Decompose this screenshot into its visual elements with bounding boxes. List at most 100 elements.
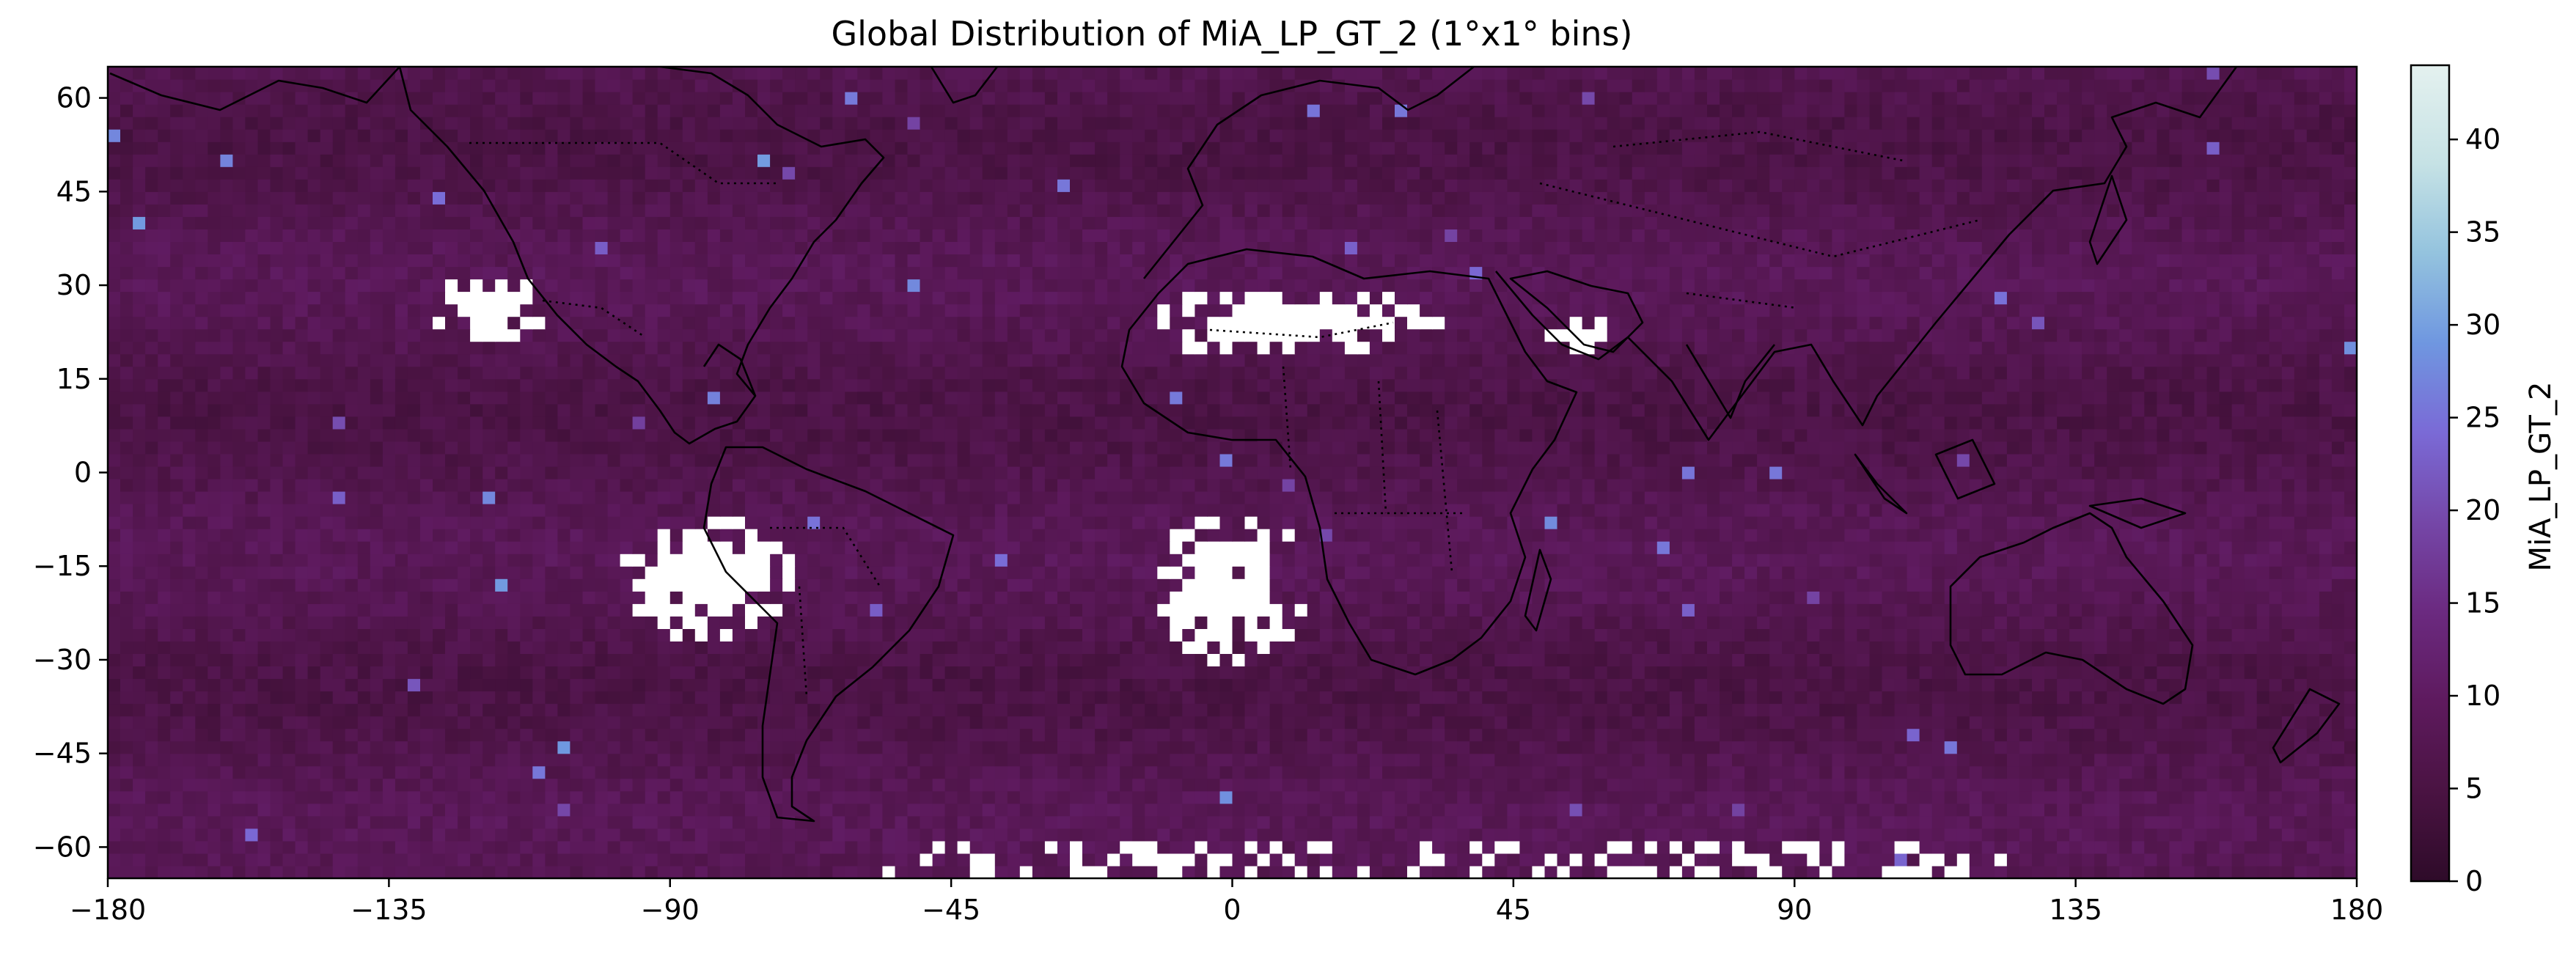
heatmap-cell [1544, 678, 1558, 692]
heatmap-cell [1857, 765, 1870, 779]
heatmap-cell [2144, 740, 2157, 754]
heatmap-cell [2181, 803, 2195, 817]
heatmap-cell [2144, 566, 2157, 579]
heatmap-cell [470, 740, 483, 754]
heatmap-cell [108, 641, 121, 654]
heatmap-cell [2069, 790, 2083, 804]
heatmap-cell [1082, 853, 1096, 867]
heatmap-cell [1720, 790, 1733, 804]
heatmap-cell [195, 653, 208, 666]
heatmap-cell [907, 790, 921, 804]
heatmap-cell [195, 566, 208, 579]
heatmap-cell [1907, 753, 1920, 767]
heatmap-cell [882, 815, 895, 829]
heatmap-cell [357, 703, 371, 717]
heatmap-cell [1769, 853, 1783, 867]
heatmap-cell [1669, 828, 1683, 842]
heatmap-cell [607, 753, 621, 767]
heatmap-cell [1082, 678, 1096, 692]
heatmap-cell [208, 578, 221, 592]
heatmap-cell [770, 740, 783, 754]
heatmap-cell [1894, 753, 1908, 767]
heatmap-cell [2082, 591, 2095, 604]
heatmap-cell [582, 529, 596, 542]
heatmap-cell [395, 853, 408, 867]
heatmap-cell [420, 840, 433, 854]
heatmap-cell [195, 753, 208, 767]
heatmap-cell [133, 691, 146, 705]
heatmap-cell [1494, 678, 1508, 692]
heatmap-cell [1956, 716, 1970, 729]
heatmap-cell [195, 529, 208, 542]
heatmap-cell [320, 678, 334, 692]
heatmap-cell [2044, 716, 2058, 729]
heatmap-cell [1170, 566, 1183, 579]
heatmap-cell [1569, 866, 1583, 878]
heatmap-cell [944, 828, 958, 842]
heatmap-cell [1632, 728, 1645, 742]
heatmap-cell [732, 591, 746, 604]
heatmap-cell [719, 716, 733, 729]
heatmap-cell [2169, 591, 2182, 604]
heatmap-cell [108, 728, 121, 742]
heatmap-cell [595, 566, 609, 579]
heatmap-cell [570, 828, 583, 842]
heatmap-cell [1007, 815, 1021, 829]
heatmap-cell [2144, 603, 2157, 617]
heatmap-cell [520, 641, 533, 654]
heatmap-cell [1257, 853, 1271, 867]
heatmap-cell [1132, 778, 1145, 792]
heatmap-cell [2181, 765, 2195, 779]
heatmap-cell [570, 703, 583, 717]
heatmap-cell [1782, 828, 1795, 842]
heatmap-cell [1907, 666, 1920, 680]
heatmap-cell [1544, 628, 1558, 641]
heatmap-cell [1457, 703, 1470, 717]
heatmap-cell [1869, 840, 1883, 854]
heatmap-cell [1032, 728, 1046, 742]
heatmap-cell [2006, 815, 2020, 829]
heatmap-cell [669, 666, 683, 680]
heatmap-cell [1445, 740, 1458, 754]
heatmap-cell [1182, 840, 1195, 854]
heatmap-cell [1407, 566, 1420, 579]
heatmap-cell [270, 653, 284, 666]
heatmap-cell [1720, 853, 1733, 867]
heatmap-cell [382, 603, 396, 617]
heatmap-cell [1944, 815, 1958, 829]
heatmap-cell [870, 828, 883, 842]
heatmap-cell [607, 790, 621, 804]
heatmap-cell [682, 678, 696, 692]
heatmap-cell [332, 628, 346, 641]
heatmap-cell [1457, 765, 1470, 779]
heatmap-cell [158, 529, 171, 542]
heatmap-cell [133, 578, 146, 592]
heatmap-cell [1195, 529, 1208, 542]
heatmap-cell [2294, 541, 2308, 554]
heatmap-cell [520, 778, 533, 792]
heatmap-cell [920, 541, 933, 554]
heatmap-cell [270, 853, 284, 867]
heatmap-cell [1070, 703, 1083, 717]
heatmap-cell [545, 815, 558, 829]
heatmap-cell [745, 778, 758, 792]
heatmap-cell [220, 828, 233, 842]
heatmap-cell [669, 616, 683, 629]
heatmap-cell [782, 828, 796, 842]
heatmap-cell [1694, 778, 1708, 792]
heatmap-cell [1656, 765, 1670, 779]
heatmap-cell [845, 578, 858, 592]
heatmap-cell [682, 578, 696, 592]
heatmap-cell [295, 803, 309, 817]
heatmap-cell [1707, 716, 1720, 729]
heatmap-cell [1257, 815, 1271, 829]
heatmap-cell [1432, 678, 1445, 692]
heatmap-cell [257, 641, 271, 654]
heatmap-cell [1832, 866, 1845, 878]
heatmap-cell [895, 866, 909, 878]
heatmap-cell [757, 828, 771, 842]
heatmap-cell [1694, 653, 1708, 666]
heatmap-cell [458, 728, 471, 742]
heatmap-cell [1344, 578, 1358, 592]
heatmap-cell [445, 866, 458, 878]
